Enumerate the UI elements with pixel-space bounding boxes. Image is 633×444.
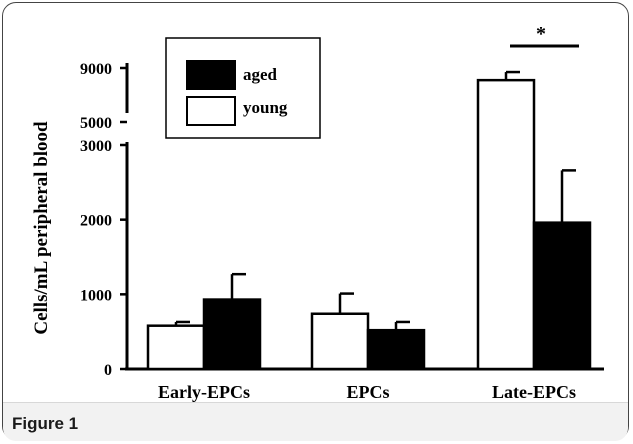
legend-label-aged: aged	[243, 65, 278, 84]
significance-star: *	[536, 23, 546, 45]
y-tick-label: 0	[104, 362, 112, 379]
bar-aged	[366, 328, 426, 371]
y-ticks: 0 1000 2000 3000 5000 9000	[80, 61, 127, 379]
significance-annotation: *	[510, 23, 579, 48]
y-tick-label: 2000	[80, 213, 112, 230]
x-tick-labels: Early-EPCs EPCs Late-EPCs	[158, 382, 576, 402]
bars	[146, 70, 592, 371]
bar-young	[146, 324, 206, 371]
y-tick-label: 1000	[80, 287, 112, 304]
caption-bar	[3, 402, 628, 441]
legend-swatch-aged	[186, 60, 236, 90]
y-tick-label: 5000	[80, 115, 112, 132]
x-tick-label: Early-EPCs	[158, 382, 250, 402]
y-tick-label: 9000	[80, 61, 112, 78]
bar-young	[310, 312, 370, 371]
legend-swatch-young	[186, 96, 236, 126]
y-tick-label: 3000	[80, 138, 112, 155]
x-tick-label: EPCs	[346, 382, 389, 402]
legend: aged young	[165, 37, 321, 139]
figure-caption: Figure 1	[12, 414, 79, 433]
y-axis-title: Cells/mL peripheral blood	[31, 121, 52, 335]
bar-young	[476, 78, 536, 371]
bar-aged	[202, 298, 262, 371]
bar-aged	[532, 221, 592, 371]
x-tick-label: Late-EPCs	[492, 382, 576, 402]
legend-label-young: young	[243, 98, 288, 117]
